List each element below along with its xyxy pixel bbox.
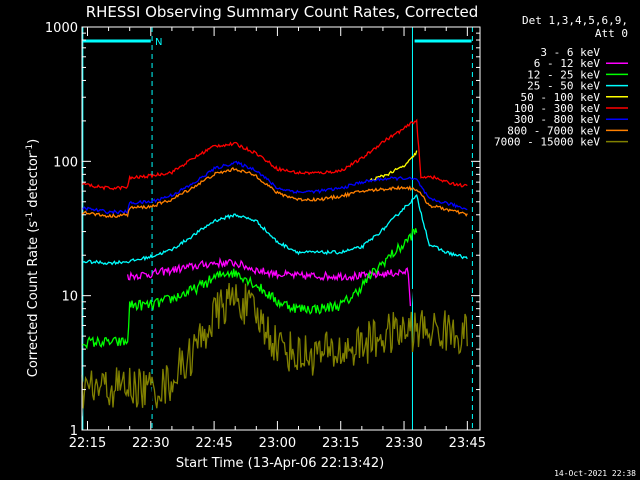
y-tick-label: 100 xyxy=(53,155,78,170)
x-tick-label: 22:45 xyxy=(195,436,232,451)
legend-label-2: 12 - 25 keV xyxy=(527,68,600,81)
y-axis-label-mid: detector xyxy=(26,152,41,212)
x-tick-label: 23:30 xyxy=(385,436,422,451)
x-axis-label: Start Time (13-Apr-06 22:13:42) xyxy=(176,456,384,471)
legend-header-line2: Att 0 xyxy=(595,27,628,40)
series-line-50-100-kev xyxy=(369,150,418,182)
x-tick-label: 22:15 xyxy=(69,436,106,451)
y-axis-label-sup2: -1 xyxy=(25,144,35,153)
svg-text:Corrected Count Rate (s-1 dete: Corrected Count Rate (s-1 detector-1) xyxy=(25,139,41,377)
legend-label-3: 25 - 50 keV xyxy=(527,80,600,93)
x-tick-label: 22:30 xyxy=(132,436,169,451)
series-line-100-300-kev xyxy=(81,118,468,191)
legend-label-0: 3 - 6 keV xyxy=(540,46,600,59)
y-axis-label: Corrected Count Rate (s-1 detector-1) xyxy=(25,139,41,377)
y-tick-label: 10 xyxy=(61,290,78,305)
y-axis-label-sup1: -1 xyxy=(25,212,35,221)
y-axis-label-end: ) xyxy=(26,139,41,144)
legend-label-8: 7000 - 15000 keV xyxy=(494,136,600,149)
series-line-7000-15000-kev xyxy=(81,282,468,409)
legend-label-6: 300 - 800 keV xyxy=(514,113,600,126)
series-line-800-7000-kev xyxy=(82,166,468,219)
series-line-25-50-kev xyxy=(81,194,468,266)
x-tick-label: 23:45 xyxy=(449,436,486,451)
series-line-6-12-kev xyxy=(126,256,412,307)
y-tick-label: 1000 xyxy=(45,21,78,36)
plot-area: N 1 10 100 1000 22:15 22:30 22:45 23:00 23:15 23:3… xyxy=(45,21,486,451)
night-marker-label: N xyxy=(155,37,162,48)
x-tick-label: 23:00 xyxy=(259,436,296,451)
legend-label-1: 6 - 12 keV xyxy=(534,57,601,70)
y-tick-label: 1 xyxy=(70,424,78,439)
series-line-300-800-kev xyxy=(81,160,468,215)
plot-frame xyxy=(81,26,481,431)
footer-date: 14-Oct-2021 22:38 xyxy=(554,469,636,478)
legend-label-4: 50 - 100 keV xyxy=(521,91,601,104)
legend-label-5: 100 - 300 keV xyxy=(514,102,600,115)
x-tick-label: 23:15 xyxy=(322,436,359,451)
legend-label-7: 800 - 7000 keV xyxy=(507,124,600,137)
y-axis-label-main: Corrected Count Rate (s xyxy=(26,221,41,378)
chart-title: RHESSI Observing Summary Count Rates, Co… xyxy=(86,3,479,21)
series-line-12-25-kev xyxy=(81,228,418,350)
legend-header-line1: Det 1,3,4,5,6,9, xyxy=(522,14,628,27)
